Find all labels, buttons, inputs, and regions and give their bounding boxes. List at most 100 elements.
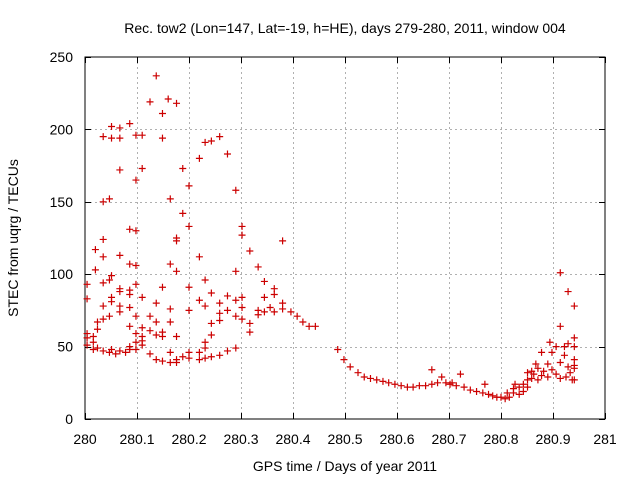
data-point bbox=[201, 276, 209, 284]
data-point bbox=[166, 260, 174, 268]
data-point bbox=[166, 348, 174, 356]
x-tick-label: 280.2 bbox=[171, 431, 206, 447]
data-point bbox=[108, 123, 116, 131]
x-tick-label: 280.5 bbox=[327, 431, 362, 447]
data-point bbox=[519, 387, 527, 395]
data-point bbox=[91, 266, 99, 274]
data-point bbox=[99, 302, 107, 310]
data-point bbox=[126, 290, 134, 298]
data-point bbox=[530, 370, 538, 378]
data-point bbox=[158, 109, 166, 117]
data-point bbox=[238, 293, 246, 301]
data-point bbox=[207, 319, 215, 327]
data-point bbox=[116, 124, 124, 132]
data-point bbox=[489, 392, 497, 400]
data-point bbox=[534, 364, 542, 372]
data-point bbox=[260, 293, 268, 301]
data-point bbox=[538, 372, 546, 380]
data-point bbox=[556, 322, 564, 330]
data-point bbox=[544, 360, 552, 368]
x-tick-label: 280.3 bbox=[223, 431, 258, 447]
data-point bbox=[126, 260, 134, 268]
data-point bbox=[132, 312, 140, 320]
data-point bbox=[116, 347, 124, 355]
data-point bbox=[105, 195, 113, 203]
data-point bbox=[238, 315, 246, 323]
data-point bbox=[158, 357, 166, 365]
x-tick-label: 280.6 bbox=[379, 431, 414, 447]
data-point bbox=[570, 364, 578, 372]
data-point bbox=[126, 322, 134, 330]
data-point bbox=[185, 306, 193, 314]
data-point bbox=[105, 276, 113, 284]
data-point bbox=[385, 379, 393, 387]
data-point bbox=[232, 267, 240, 275]
data-point bbox=[452, 382, 460, 390]
data-point bbox=[83, 295, 91, 303]
data-point bbox=[415, 382, 423, 390]
x-tick-label: 280 bbox=[73, 431, 97, 447]
data-point bbox=[152, 72, 160, 80]
data-point bbox=[132, 280, 140, 288]
data-point bbox=[570, 302, 578, 310]
y-tick-label: 250 bbox=[50, 49, 74, 65]
data-point bbox=[456, 370, 464, 378]
data-point bbox=[179, 164, 187, 172]
data-point bbox=[179, 209, 187, 217]
data-point bbox=[528, 374, 536, 382]
data-point bbox=[116, 288, 124, 296]
x-tick-label: 280.4 bbox=[275, 431, 310, 447]
data-point bbox=[99, 279, 107, 287]
data-point bbox=[132, 227, 140, 235]
data-point bbox=[564, 288, 572, 296]
data-point bbox=[91, 246, 99, 254]
data-point bbox=[152, 299, 160, 307]
data-point bbox=[501, 395, 509, 403]
data-point bbox=[293, 312, 301, 320]
data-point bbox=[223, 150, 231, 158]
data-point bbox=[99, 253, 107, 261]
data-point bbox=[216, 351, 224, 359]
data-point bbox=[409, 383, 417, 391]
data-point bbox=[207, 137, 215, 145]
data-point bbox=[132, 262, 140, 270]
x-tick-label: 281 bbox=[593, 431, 617, 447]
data-point bbox=[146, 350, 154, 358]
y-tick-labels: 0 50 100 150 200 250 bbox=[50, 49, 74, 427]
data-point bbox=[126, 304, 134, 312]
data-point bbox=[201, 138, 209, 146]
data-point bbox=[246, 319, 254, 327]
data-point bbox=[534, 376, 542, 384]
data-point bbox=[503, 389, 511, 397]
data-point bbox=[207, 289, 215, 297]
data-point bbox=[524, 376, 532, 384]
data-point bbox=[519, 380, 527, 388]
data-point bbox=[152, 356, 160, 364]
data-point bbox=[126, 345, 134, 353]
data-point bbox=[564, 340, 572, 348]
data-point bbox=[334, 345, 342, 353]
data-point bbox=[99, 235, 107, 243]
data-point bbox=[83, 334, 91, 342]
data-point bbox=[460, 383, 468, 391]
data-point bbox=[179, 353, 187, 361]
data-point bbox=[166, 195, 174, 203]
data-point bbox=[173, 359, 181, 367]
data-point bbox=[266, 304, 274, 312]
data-point bbox=[108, 293, 116, 301]
data-point bbox=[511, 380, 519, 388]
data-point bbox=[195, 253, 203, 261]
data-point bbox=[93, 318, 101, 326]
y-axis-label: STEC from uqrg / TECUs bbox=[5, 159, 21, 317]
data-point bbox=[509, 385, 517, 393]
axis-ticks bbox=[85, 57, 606, 420]
data-point bbox=[556, 359, 564, 367]
data-point bbox=[473, 387, 481, 395]
data-point bbox=[138, 131, 146, 139]
data-point bbox=[556, 269, 564, 277]
data-point bbox=[246, 328, 254, 336]
data-point bbox=[279, 237, 287, 245]
data-point bbox=[146, 327, 154, 335]
data-point bbox=[195, 348, 203, 356]
